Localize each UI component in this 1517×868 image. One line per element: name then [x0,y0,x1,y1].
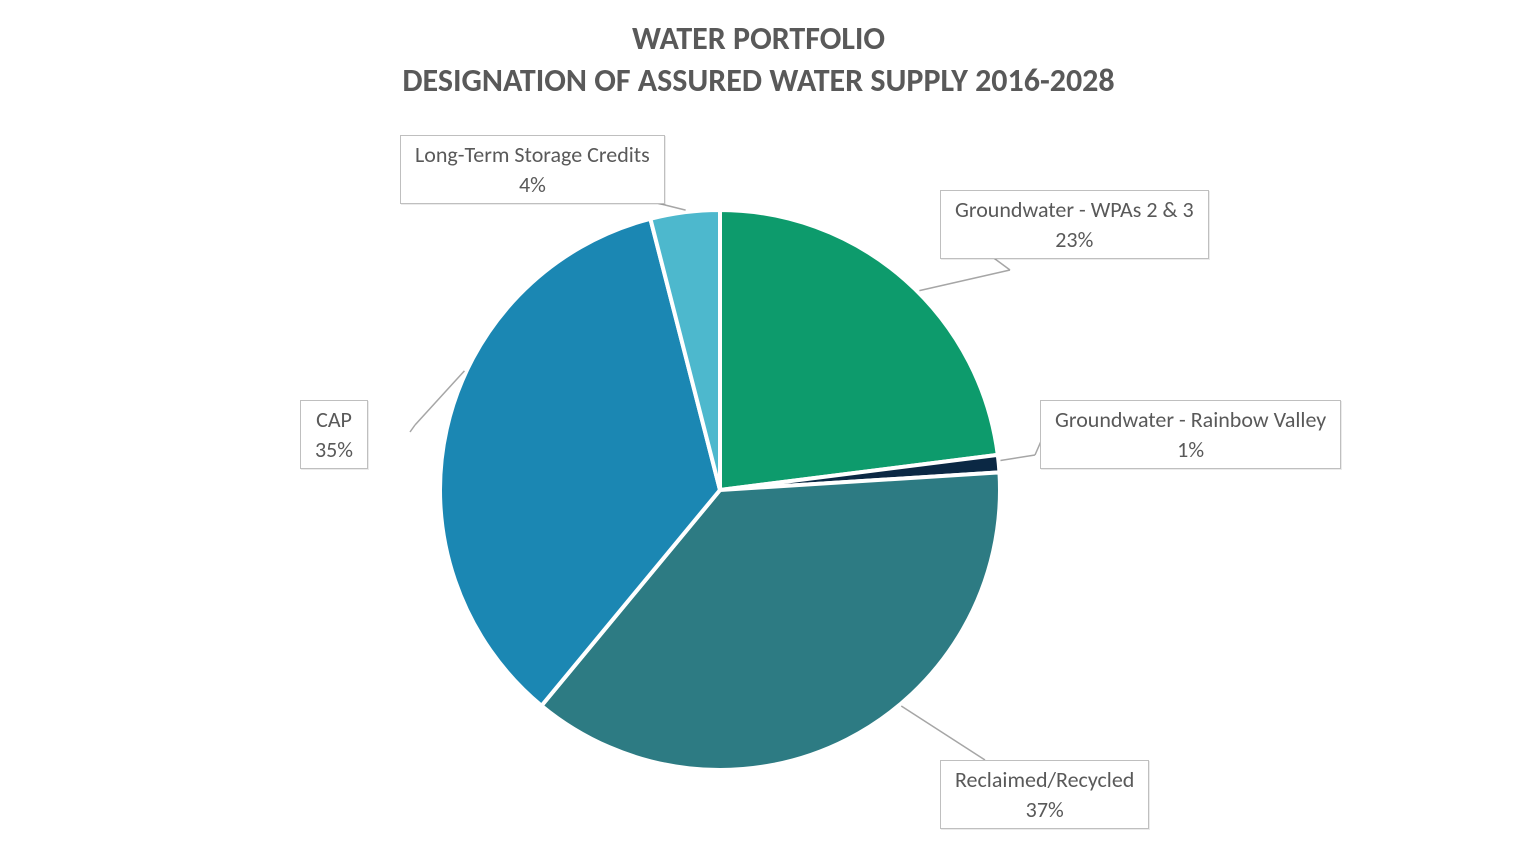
slice-label-percent: 4% [415,170,650,200]
slice-label: Groundwater - Rainbow Valley1% [1040,400,1341,469]
leader-line [901,706,985,760]
slice-label-text: Long-Term Storage Credits [415,140,650,170]
slice-label: Reclaimed/Recycled37% [940,760,1149,829]
slice-label-text: CAP [315,405,353,435]
leader-line [919,270,1010,291]
slice-label: Long-Term Storage Credits4% [400,135,665,204]
slice-label-percent: 37% [955,795,1134,825]
leader-line [1000,455,1035,461]
slice-label-text: Groundwater - WPAs 2 & 3 [955,195,1194,225]
slice-label: Groundwater - WPAs 2 & 323% [940,190,1209,259]
slice-label-percent: 23% [955,225,1194,255]
slice-label: CAP35% [300,400,368,469]
slice-label-percent: 1% [1055,435,1326,465]
slice-label-text: Groundwater - Rainbow Valley [1055,405,1326,435]
leader-line [665,205,686,210]
slice-label-text: Reclaimed/Recycled [955,765,1134,795]
leader-line [410,425,415,432]
slice-label-percent: 35% [315,435,353,465]
